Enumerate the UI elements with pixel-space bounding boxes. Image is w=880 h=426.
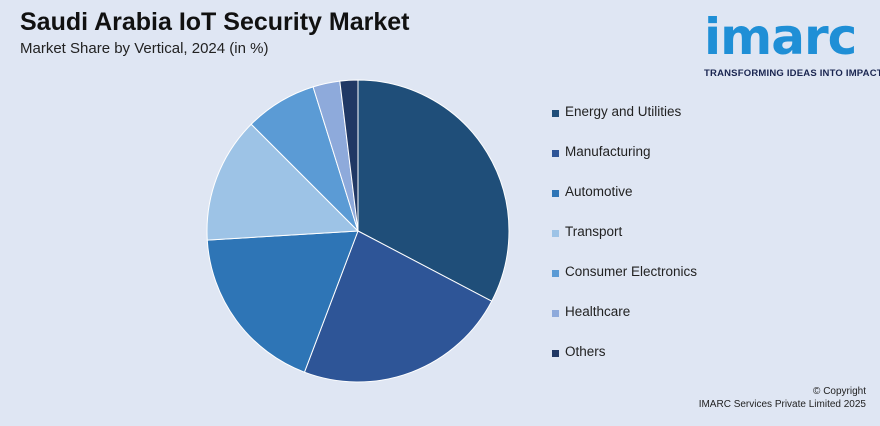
legend-label: Consumer Electronics bbox=[565, 264, 698, 279]
imarc-logo: imarc TRANSFORMING IDEAS INTO IMPACT bbox=[700, 6, 880, 86]
pie-slice-others bbox=[339, 79, 359, 232]
legend-item-others: Others bbox=[552, 344, 697, 384]
legend-label: Transport bbox=[565, 224, 623, 239]
legend-swatch bbox=[552, 350, 559, 357]
legend-label: Automotive bbox=[565, 184, 633, 199]
legend-swatch bbox=[552, 190, 559, 197]
legend-label: Healthcare bbox=[565, 304, 631, 319]
copyright-line: © Copyright bbox=[813, 386, 866, 397]
chart-legend: Energy and Utilities Manufacturing Automot… bbox=[552, 104, 697, 384]
legend-swatch bbox=[552, 230, 559, 237]
chart-subtitle: Market Share by Vertical, 2024 (in %) bbox=[20, 40, 269, 57]
copyright-owner: IMARC Services Private Limited 2025 bbox=[698, 399, 866, 410]
logo-wordmark: imarc bbox=[704, 8, 857, 66]
legend-item-transport: Transport bbox=[552, 224, 697, 264]
copyright-footer: © Copyright IMARC Services Private Limit… bbox=[699, 385, 866, 411]
legend-item-consumer-electronics: Consumer Electronics bbox=[552, 264, 697, 304]
pie-slice-manufacturing bbox=[303, 230, 493, 383]
legend-label: Energy and Utilities bbox=[565, 104, 682, 119]
legend-item-healthcare: Healthcare bbox=[552, 304, 697, 344]
legend-swatch bbox=[552, 310, 559, 317]
pie-slice-transport bbox=[206, 123, 360, 241]
legend-item-manufacturing: Manufacturing bbox=[552, 144, 697, 184]
legend-swatch bbox=[552, 150, 559, 157]
legend-swatch bbox=[552, 110, 559, 117]
pie-slice-automotive bbox=[206, 230, 359, 373]
pie-slice-energy-and-utilities bbox=[357, 79, 510, 302]
legend-swatch bbox=[552, 270, 559, 277]
legend-label: Manufacturing bbox=[565, 144, 651, 159]
chart-title: Saudi Arabia IoT Security Market bbox=[20, 8, 410, 36]
legend-label: Others bbox=[565, 344, 606, 359]
legend-item-energy-and-utilities: Energy and Utilities bbox=[552, 104, 697, 144]
logo-tagline: TRANSFORMING IDEAS INTO IMPACT bbox=[704, 68, 880, 79]
legend-item-automotive: Automotive bbox=[552, 184, 697, 224]
